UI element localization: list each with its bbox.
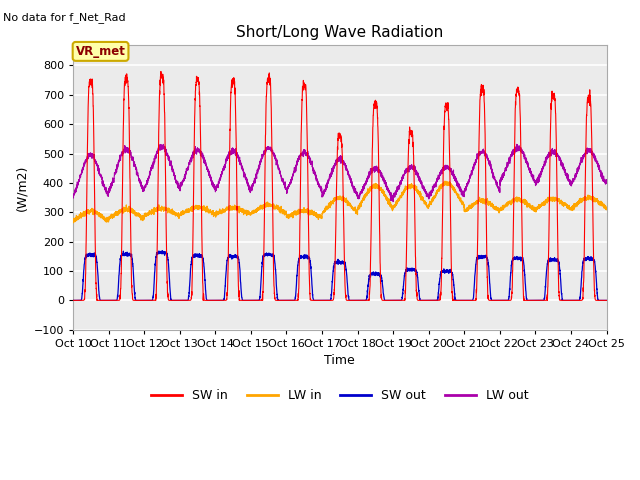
Title: Short/Long Wave Radiation: Short/Long Wave Radiation <box>236 24 444 39</box>
Text: VR_met: VR_met <box>76 45 125 58</box>
Legend: SW in, LW in, SW out, LW out: SW in, LW in, SW out, LW out <box>146 384 534 408</box>
Text: No data for f_Net_Rad: No data for f_Net_Rad <box>3 12 126 23</box>
X-axis label: Time: Time <box>324 354 355 367</box>
Y-axis label: (W/m2): (W/m2) <box>15 164 28 211</box>
